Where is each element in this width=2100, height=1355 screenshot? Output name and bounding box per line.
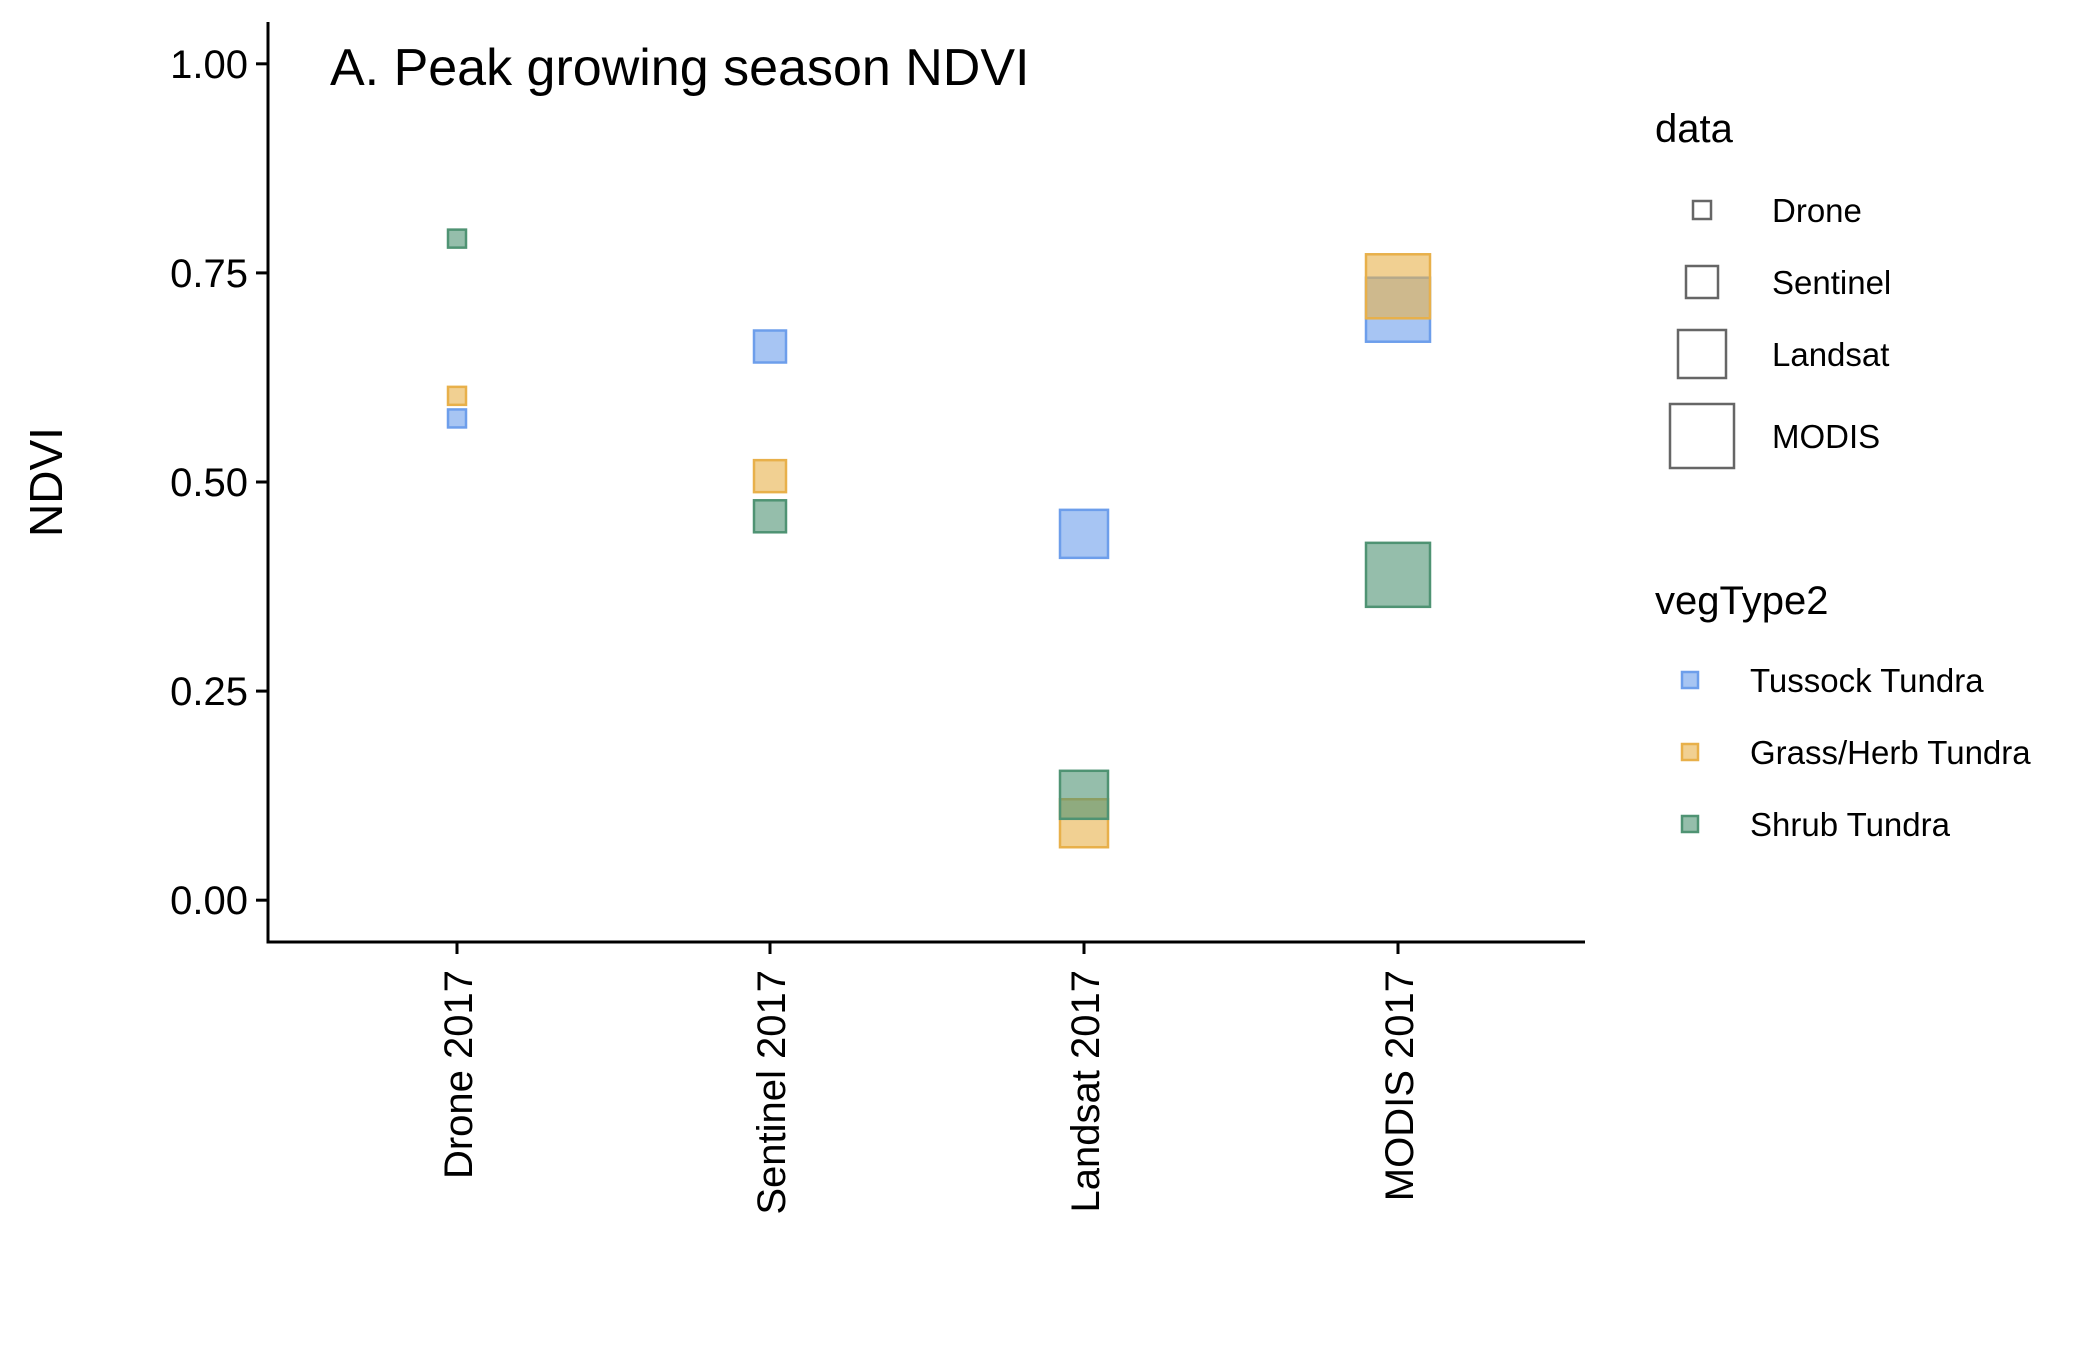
size-legend-key	[1684, 264, 1720, 300]
y-tick-label: 0.75	[170, 252, 248, 296]
size-legend-key	[1676, 328, 1728, 380]
x-tick-label: Sentinel 2017	[750, 970, 794, 1215]
color-legend-key	[1680, 814, 1700, 834]
size-legend-title: data	[1655, 107, 1734, 151]
data-point	[1058, 769, 1110, 821]
data-point	[446, 385, 468, 407]
axes-layer	[266, 22, 1585, 944]
legend: data vegType2 Drone Sentinel Landsat MODIS T…	[1655, 107, 2031, 843]
y-tick-label: 0.50	[170, 461, 248, 505]
y-tick-label: 1.00	[170, 43, 248, 87]
y-tick-label: 0.25	[170, 670, 248, 714]
color-legend-label: Shrub Tundra	[1750, 806, 1951, 843]
data-point	[446, 228, 468, 249]
size-legend-label: Landsat	[1772, 336, 1889, 373]
x-tick-label: Landsat 2017	[1064, 970, 1108, 1212]
x-tick-label: MODIS 2017	[1378, 970, 1422, 1201]
x-tick-label: Drone 2017	[437, 970, 481, 1179]
size-legend-label: MODIS	[1772, 418, 1880, 455]
size-legend-label: Sentinel	[1772, 264, 1891, 301]
size-legend-key	[1668, 402, 1736, 470]
data-point	[1364, 253, 1432, 320]
points-layer	[446, 228, 1432, 849]
y-axis-title: NDVI	[20, 427, 72, 537]
ticks-layer: 0.00 0.25 0.50 0.75 1.00 Drone 2017 Sentinel 2…	[170, 43, 1422, 1215]
data-point	[1058, 508, 1110, 560]
color-legend-key	[1680, 742, 1700, 762]
data-point	[1364, 541, 1432, 609]
y-tick-label: 0.00	[170, 879, 248, 923]
data-point	[752, 458, 788, 494]
color-legend-key	[1680, 670, 1700, 690]
data-point	[752, 329, 788, 364]
color-legend-title: vegType2	[1655, 579, 1828, 623]
data-point	[752, 499, 788, 534]
color-legend-label: Grass/Herb Tundra	[1750, 734, 2031, 771]
size-legend-key	[1691, 199, 1713, 221]
data-point	[446, 408, 468, 429]
chart-title: A. Peak growing season NDVI	[330, 39, 1029, 97]
color-legend-label: Tussock Tundra	[1750, 662, 1984, 699]
title-layer: A. Peak growing season NDVI NDVI	[20, 39, 1029, 537]
size-legend-label: Drone	[1772, 192, 1862, 229]
